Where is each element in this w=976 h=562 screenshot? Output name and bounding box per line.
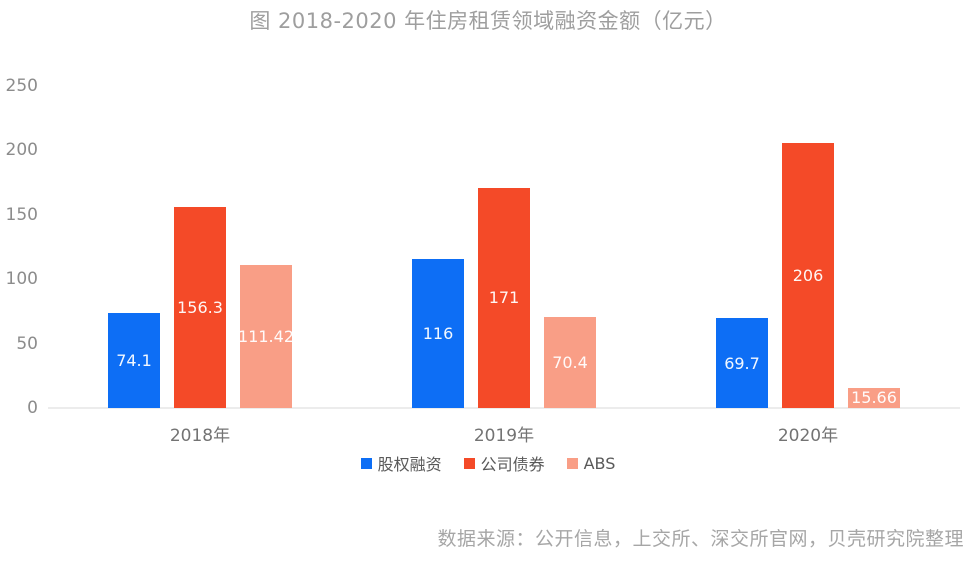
bar-value-label: 111.42 bbox=[238, 326, 294, 346]
y-tick-label: 200 bbox=[5, 140, 38, 161]
y-tick-label: 0 bbox=[27, 398, 38, 418]
legend: 股权融资 公司债券 ABS bbox=[0, 451, 976, 475]
legend-item-bond: 公司债券 bbox=[463, 451, 545, 475]
bar-abs-2019: 70.4 bbox=[544, 317, 596, 408]
bar-value-label: 171 bbox=[488, 288, 520, 308]
y-axis: 0 50 100 150 200 250 bbox=[0, 0, 38, 562]
legend-swatch-icon bbox=[463, 457, 475, 469]
bar-value-label: 69.7 bbox=[724, 353, 760, 373]
legend-swatch-icon bbox=[566, 457, 578, 469]
legend-label: ABS bbox=[583, 453, 616, 473]
plot-area: 74.1 156.3 111.42 116 171 70.4 69.7 206 15.66 bbox=[48, 86, 960, 409]
x-tick-label: 2019年 bbox=[473, 426, 535, 446]
bar-value-label: 206 bbox=[792, 265, 824, 285]
bar-bond-2020: 206 bbox=[782, 142, 834, 408]
bar-value-label: 116 bbox=[422, 323, 454, 343]
bar-abs-2018: 111.42 bbox=[238, 264, 294, 408]
bar-equity-2020: 69.7 bbox=[716, 318, 768, 408]
bar-equity-2019: 116 bbox=[412, 258, 464, 408]
x-axis-line bbox=[48, 407, 960, 409]
legend-swatch-icon bbox=[360, 457, 372, 469]
bar-abs-2020: 15.66 bbox=[848, 387, 900, 408]
x-tick-label: 2018年 bbox=[169, 426, 231, 446]
legend-item-abs: ABS bbox=[566, 453, 616, 473]
bar-value-label: 74.1 bbox=[116, 350, 152, 370]
bar-value-label: 15.66 bbox=[851, 388, 897, 408]
legend-item-equity: 股权融资 bbox=[360, 451, 442, 475]
legend-label: 公司债券 bbox=[480, 455, 545, 474]
bar-value-label: 70.4 bbox=[552, 353, 588, 373]
bar-value-label: 156.3 bbox=[177, 297, 223, 317]
y-tick-label: 250 bbox=[5, 76, 38, 96]
y-tick-label: 50 bbox=[16, 333, 38, 354]
chart-title: 图 2018-2020 年住房租赁领域融资金额（亿元） bbox=[249, 9, 727, 33]
y-tick-label: 100 bbox=[5, 269, 38, 290]
x-tick-label: 2020年 bbox=[777, 426, 839, 446]
legend-label: 股权融资 bbox=[377, 455, 442, 474]
source-note: 数据来源：公开信息，上交所、深交所官网，贝壳研究院整理 bbox=[437, 528, 964, 550]
bar-equity-2018: 74.1 bbox=[108, 312, 160, 408]
bar-bond-2018: 156.3 bbox=[174, 206, 226, 408]
y-tick-label: 150 bbox=[5, 204, 38, 225]
bar-bond-2019: 171 bbox=[478, 187, 530, 408]
